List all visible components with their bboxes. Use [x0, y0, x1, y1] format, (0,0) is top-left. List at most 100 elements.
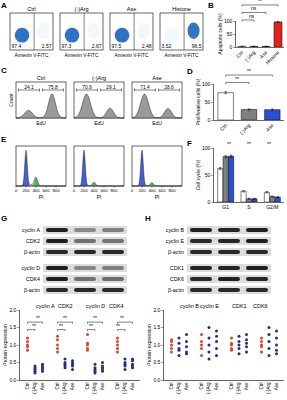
- svg-text:0.5: 0.5: [9, 359, 16, 365]
- svg-text:2.67: 2.67: [92, 43, 102, 49]
- svg-text:Ase: Ase: [130, 382, 135, 390]
- svg-text:Ase: Ase: [184, 382, 189, 390]
- svg-text:1.5: 1.5: [153, 324, 160, 330]
- svg-text:1.0: 1.0: [153, 342, 160, 348]
- svg-text:Annexin V-FITC: Annexin V-FITC: [165, 53, 199, 58]
- svg-text:F: F: [187, 139, 192, 148]
- svg-text:Cell cycle (%): Cell cycle (%): [195, 159, 201, 190]
- svg-text:0: 0: [73, 188, 76, 193]
- svg-text:EdU: EdU: [94, 120, 104, 126]
- svg-text:24.1: 24.1: [24, 85, 34, 90]
- svg-text:600: 600: [158, 188, 166, 193]
- svg-text:**: **: [120, 315, 124, 321]
- svg-text:71.4: 71.4: [140, 85, 150, 90]
- svg-text:Ctrl: Ctrl: [235, 49, 245, 59]
- svg-text:β-actin: β-actin: [168, 249, 184, 255]
- svg-text:**: **: [59, 323, 63, 329]
- svg-text:**: **: [116, 323, 120, 329]
- svg-text:Proliferative cells (%): Proliferative cells (%): [195, 78, 201, 125]
- svg-text:S: S: [247, 204, 251, 210]
- svg-text:Ase: Ase: [244, 382, 249, 390]
- svg-text:Annexin V-FITC: Annexin V-FITC: [115, 53, 149, 58]
- svg-text:Ctrl: Ctrl: [27, 6, 36, 12]
- svg-text:CDK4: CDK4: [26, 276, 40, 282]
- svg-text:Ase: Ase: [40, 382, 45, 390]
- svg-text:(-)Arg: (-)Arg: [122, 382, 127, 394]
- svg-text:CDK1: CDK1: [232, 303, 247, 309]
- svg-text:29.1: 29.1: [106, 85, 116, 90]
- svg-text:Ase: Ase: [127, 6, 136, 12]
- svg-text:2.0: 2.0: [9, 307, 16, 313]
- svg-text:Ctrl: Ctrl: [218, 122, 228, 132]
- svg-text:B: B: [208, 1, 214, 10]
- svg-text:**: **: [93, 315, 97, 321]
- svg-text:Protein expression: Protein expression: [2, 324, 8, 366]
- svg-text:H: H: [145, 214, 151, 223]
- svg-text:**: **: [63, 315, 67, 321]
- svg-text:PI: PI: [155, 194, 160, 200]
- svg-text:1.5: 1.5: [9, 324, 16, 330]
- svg-text:Ase: Ase: [264, 122, 274, 132]
- svg-text:ns: ns: [251, 5, 257, 11]
- svg-text:800: 800: [168, 188, 176, 193]
- svg-text:200: 200: [138, 188, 146, 193]
- svg-text:G2/M: G2/M: [266, 204, 278, 210]
- svg-text:D: D: [187, 67, 193, 76]
- svg-text:Ctrl: Ctrl: [37, 75, 46, 81]
- svg-text:(-)Arg: (-)Arg: [238, 122, 251, 135]
- svg-text:Ase: Ase: [100, 382, 105, 390]
- svg-text:(-)Arg: (-)Arg: [74, 6, 88, 12]
- svg-text:Ctrl: Ctrl: [115, 382, 120, 389]
- svg-text:(-)Arg: (-)Arg: [266, 382, 271, 394]
- svg-text:PI: PI: [97, 194, 102, 200]
- svg-text:400: 400: [148, 188, 156, 193]
- svg-text:cyclin D: cyclin D: [86, 303, 105, 309]
- svg-text:(-)Arg: (-)Arg: [32, 382, 37, 394]
- svg-text:0: 0: [131, 188, 134, 193]
- svg-text:PI: PI: [39, 194, 44, 200]
- svg-text:100: 100: [202, 145, 211, 151]
- svg-text:0: 0: [230, 44, 233, 50]
- svg-text:Count: Count: [8, 93, 14, 107]
- svg-text:cyclin E: cyclin E: [200, 303, 219, 309]
- svg-text:Annexin V-FITC: Annexin V-FITC: [65, 53, 99, 58]
- svg-text:cyclin D: cyclin D: [21, 265, 40, 271]
- svg-text:A: A: [1, 1, 7, 10]
- svg-text:97.5: 97.5: [112, 43, 122, 49]
- svg-text:400: 400: [90, 188, 98, 193]
- svg-text:**: **: [247, 68, 251, 74]
- svg-text:0: 0: [15, 188, 18, 193]
- svg-text:97.4: 97.4: [12, 43, 22, 49]
- svg-text:3.52: 3.52: [162, 43, 172, 49]
- svg-text:600: 600: [42, 188, 50, 193]
- svg-text:Ctrl: Ctrl: [85, 382, 90, 389]
- svg-text:CDK1: CDK1: [170, 265, 184, 271]
- svg-text:**: **: [267, 141, 271, 147]
- svg-text:CDK6: CDK6: [170, 276, 184, 282]
- svg-text:cyclin B: cyclin B: [180, 303, 199, 309]
- svg-text:Ctrl: Ctrl: [259, 382, 264, 389]
- svg-text:Ase: Ase: [70, 382, 75, 390]
- svg-text:G: G: [1, 214, 7, 223]
- svg-text:Ase: Ase: [214, 382, 219, 390]
- svg-text:Ctrl: Ctrl: [169, 382, 174, 389]
- svg-text:CDK2: CDK2: [26, 238, 40, 244]
- svg-text:cyclin B: cyclin B: [166, 227, 185, 233]
- svg-text:0: 0: [208, 199, 211, 205]
- svg-text:**: **: [258, 0, 262, 4]
- svg-text:2.48: 2.48: [142, 43, 152, 49]
- svg-text:Apoptotic cells (%): Apoptotic cells (%): [217, 13, 223, 55]
- svg-text:Annexin V-FITC: Annexin V-FITC: [15, 53, 49, 58]
- svg-text:**: **: [89, 323, 93, 329]
- svg-text:0.0: 0.0: [9, 377, 16, 383]
- svg-text:**: **: [247, 141, 251, 147]
- svg-text:CDK2: CDK2: [58, 303, 73, 309]
- svg-text:100: 100: [224, 18, 233, 24]
- svg-text:Ase: Ase: [152, 75, 161, 81]
- svg-text:Protein expression: Protein expression: [146, 324, 152, 366]
- svg-text:EdU: EdU: [152, 120, 162, 126]
- svg-text:ns: ns: [249, 13, 255, 19]
- svg-text:Ase: Ase: [258, 49, 268, 59]
- svg-text:β-actin: β-actin: [24, 249, 40, 255]
- svg-text:cyclin E: cyclin E: [166, 238, 185, 244]
